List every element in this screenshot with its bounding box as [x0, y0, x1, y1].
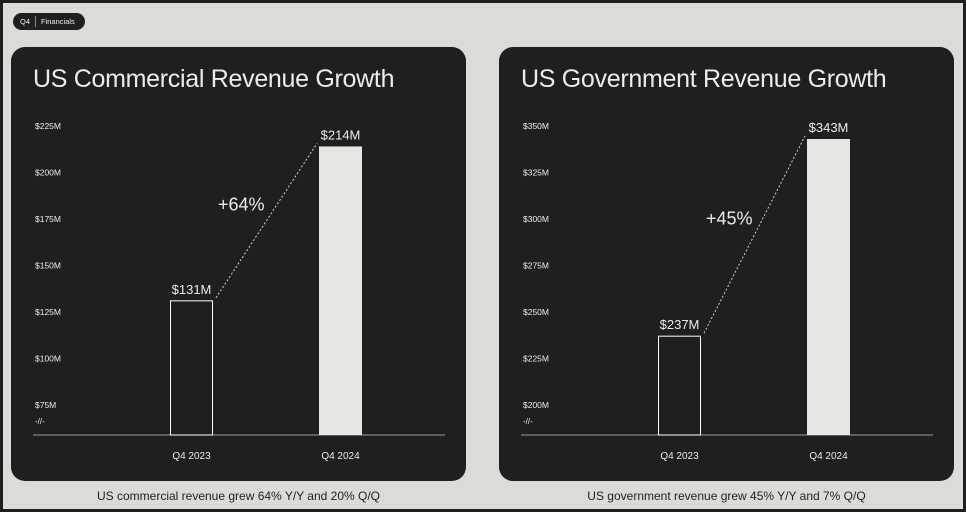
commercial-ytick-label: $125M — [35, 307, 61, 317]
slide: Q4 Financials US Commercial Revenue Grow… — [3, 3, 963, 509]
government-growth-connector — [703, 135, 806, 334]
commercial-growth-connector — [215, 143, 318, 299]
government-value-label: $343M — [809, 120, 849, 135]
government-ytick-label: $250M — [523, 307, 549, 317]
government-caption: US government revenue grew 45% Y/Y and 7… — [587, 489, 866, 503]
commercial-ytick-label: $225M — [35, 121, 61, 131]
government-bar-0 — [658, 335, 701, 436]
government-ytick-label: $200M — [523, 400, 549, 410]
commercial-bar-1 — [319, 146, 362, 435]
government-ytick-label: $300M — [523, 214, 549, 224]
government-category-label: Q4 2023 — [660, 451, 699, 462]
government-ytick-label: $325M — [523, 168, 549, 178]
commercial-chart-title: US Commercial Revenue Growth — [33, 65, 395, 93]
government-ytick-label: $350M — [523, 121, 549, 131]
commercial-chart-card: US Commercial Revenue Growth $225M $200M $… — [11, 47, 466, 481]
government-growth-label: +45% — [706, 209, 753, 229]
badge-label: Financials — [41, 17, 75, 26]
commercial-axis-break: -//- — [35, 417, 45, 426]
government-chart: $350M $325M $300M $275M $250M $225M $200M -//- $… — [521, 120, 933, 462]
commercial-growth-label: +64% — [218, 195, 265, 215]
government-category-label: Q4 2024 — [809, 451, 848, 462]
commercial-category-label: Q4 2024 — [321, 451, 360, 462]
badge-section: Q4 — [20, 17, 31, 26]
commercial-value-label: $131M — [172, 282, 212, 297]
government-ytick-label: $275M — [523, 261, 549, 271]
government-chart-card: US Government Revenue Growth $350M $325M $… — [499, 47, 954, 481]
commercial-ytick-label: $75M — [35, 400, 56, 410]
commercial-caption: US commercial revenue grew 64% Y/Y and 2… — [96, 489, 381, 503]
commercial-ytick-label: $150M — [35, 261, 61, 271]
commercial-ytick-label: $100M — [35, 354, 61, 364]
government-value-label: $237M — [660, 317, 700, 332]
section-badge: Q4 Financials — [13, 13, 85, 30]
government-axis-break: -//- — [523, 417, 533, 426]
commercial-value-label: $214M — [321, 127, 361, 142]
commercial-ytick-label: $175M — [35, 214, 61, 224]
government-chart-title: US Government Revenue Growth — [521, 65, 887, 93]
government-bar-1 — [807, 139, 850, 435]
government-ytick-label: $225M — [523, 354, 549, 364]
badge-divider — [35, 16, 37, 27]
commercial-chart: $225M $200M $175M $150M $125M $100M $75M -//- $1… — [33, 121, 445, 462]
commercial-category-label: Q4 2023 — [172, 451, 211, 462]
commercial-ytick-label: $200M — [35, 168, 61, 178]
commercial-bar-0 — [170, 300, 213, 436]
